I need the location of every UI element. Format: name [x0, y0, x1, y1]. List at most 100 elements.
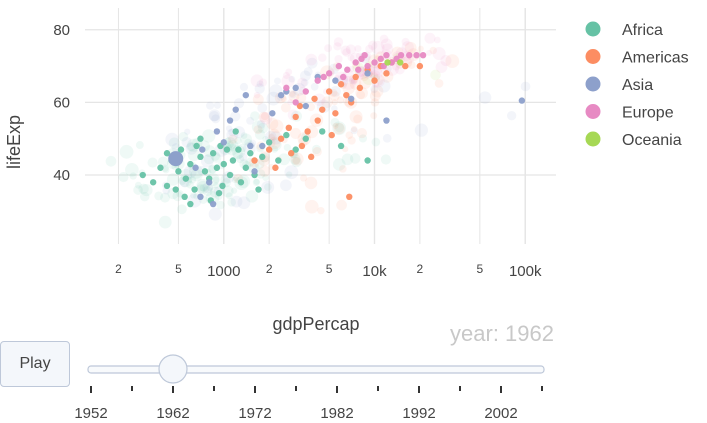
- y-tick-label: 60: [53, 94, 70, 111]
- trail-point: [370, 85, 379, 93]
- x-tick-label: 2: [115, 262, 122, 276]
- data-point-asia: [292, 84, 299, 92]
- trail-point: [268, 136, 281, 150]
- trail-point: [138, 183, 149, 195]
- trail-point: [324, 44, 333, 53]
- trail-point: [266, 91, 281, 106]
- trail-point: [260, 112, 269, 121]
- trail-point: [426, 49, 433, 56]
- trail-point: [350, 125, 358, 133]
- trail-point: [239, 82, 249, 92]
- trail-point: [371, 73, 385, 88]
- trail-point: [135, 141, 144, 149]
- trail-point: [284, 165, 299, 180]
- trail-point: [371, 137, 381, 147]
- trail-point: [478, 91, 492, 104]
- trail-point: [196, 180, 210, 194]
- data-point-americas: [343, 91, 350, 99]
- trail-points: [105, 32, 531, 229]
- data-point-asia: [302, 102, 309, 110]
- data-point-americas: [332, 110, 339, 117]
- data-point-asia: [383, 117, 390, 124]
- legend-label-oceania: Oceania: [622, 132, 682, 149]
- data-point-africa: [226, 171, 234, 179]
- data-point-africa: [175, 168, 182, 175]
- trail-point: [310, 82, 319, 91]
- trail-point: [227, 198, 236, 207]
- trail-point: [368, 66, 383, 81]
- x-tick-label: 100k: [509, 263, 542, 280]
- data-point-americas: [356, 84, 364, 92]
- data-point-asia-large: [168, 151, 184, 167]
- trail-point: [213, 101, 221, 109]
- trail-point: [440, 54, 452, 67]
- slider-track[interactable]: [87, 365, 545, 374]
- play-button[interactable]: Play: [0, 341, 70, 387]
- trail-point: [288, 75, 296, 83]
- trail-point: [105, 155, 117, 167]
- slider-handle[interactable]: [158, 354, 188, 384]
- trail-point: [370, 112, 378, 120]
- data-point-americas: [328, 131, 335, 139]
- trail-point: [139, 191, 150, 202]
- trail-point: [140, 183, 153, 197]
- data-point-africa: [177, 146, 185, 153]
- trail-point: [282, 71, 291, 80]
- trail-point: [424, 32, 436, 44]
- data-point-africa: [149, 179, 157, 186]
- trail-point: [312, 146, 322, 157]
- x-tick-label: 2: [266, 262, 273, 276]
- data-point-africa: [163, 182, 171, 190]
- data-point-americas: [314, 117, 321, 124]
- trail-point: [278, 153, 290, 166]
- trail-point: [371, 40, 385, 55]
- trail-point: [253, 125, 263, 135]
- slider-label: 1952: [74, 405, 107, 422]
- data-point-asia: [213, 128, 221, 135]
- data-point-europe: [377, 55, 384, 63]
- data-point-americas: [311, 95, 318, 102]
- data-point-africa: [337, 142, 345, 150]
- trail-point: [306, 102, 316, 112]
- slider-label: 1992: [402, 405, 435, 422]
- trail-point: [246, 116, 255, 125]
- data-point-europe: [383, 52, 390, 59]
- data-point-africa: [229, 157, 237, 164]
- data-point-africa: [275, 157, 282, 164]
- trail-point: [379, 34, 389, 44]
- slider-label: 2002: [484, 405, 517, 422]
- trail-point: [306, 57, 318, 69]
- data-point-africa: [172, 186, 179, 193]
- data-point-africa: [237, 179, 245, 186]
- trail-point: [435, 61, 448, 73]
- trail-point: [262, 174, 269, 181]
- trail-point: [257, 102, 268, 113]
- legend-label-americas: Americas: [622, 50, 689, 67]
- trail-point: [252, 94, 264, 106]
- trail-point: [216, 200, 225, 210]
- data-point-asia: [199, 146, 206, 153]
- trail-point: [290, 152, 304, 166]
- data-point-americas: [296, 102, 304, 110]
- trail-point: [370, 84, 384, 98]
- year-slider[interactable]: 1952 1962 1972 1982 1992 2002: [74, 354, 545, 422]
- trail-point: [211, 114, 221, 124]
- trail-point: [297, 77, 308, 88]
- data-point-americas: [337, 81, 345, 88]
- data-point-africa: [193, 142, 200, 150]
- trail-point: [165, 132, 179, 147]
- data-point-africa: [255, 186, 262, 193]
- trail-point: [340, 45, 351, 56]
- legend-label-europe: Europe: [622, 105, 674, 122]
- data-point-americas: [272, 164, 279, 171]
- data-point-americas: [251, 157, 258, 164]
- trail-point: [226, 143, 238, 156]
- grid-lines: [85, 8, 556, 244]
- data-point-asia: [259, 142, 266, 150]
- trail-point: [233, 175, 240, 182]
- trail-point: [256, 120, 266, 129]
- data-point-europe: [419, 52, 427, 59]
- trail-point: [371, 72, 379, 80]
- trail-point: [251, 120, 265, 134]
- trail-point: [333, 37, 344, 47]
